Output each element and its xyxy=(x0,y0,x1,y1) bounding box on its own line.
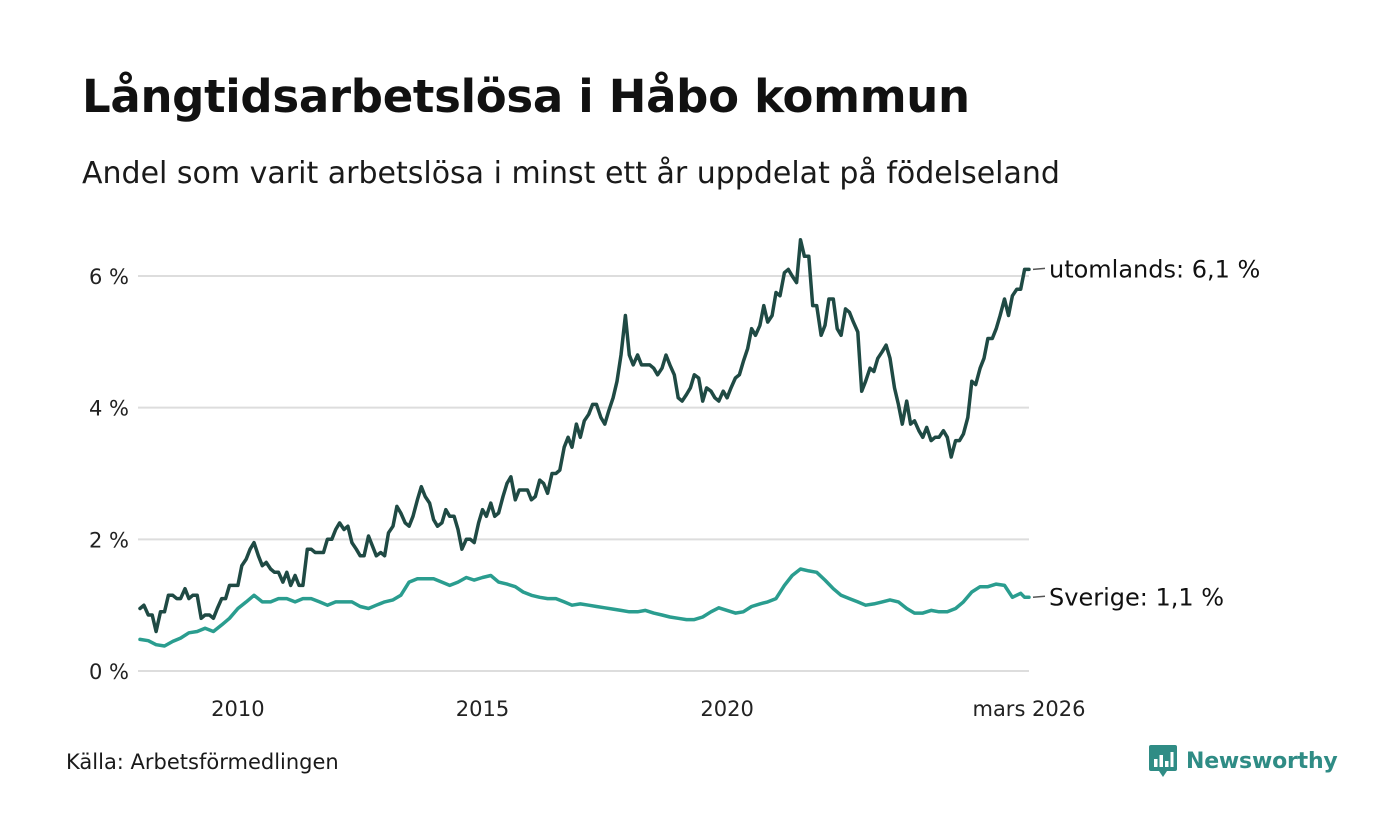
x-tick-label: 2010 xyxy=(211,697,264,721)
x-tick-label: mars 2026 xyxy=(972,697,1085,721)
brand-name: Newsworthy xyxy=(1186,748,1338,774)
x-tick-label: 2020 xyxy=(700,697,753,721)
end-label-leader-sverige xyxy=(1032,595,1046,599)
y-tick-label: 6 % xyxy=(89,265,129,289)
series-line-sverige xyxy=(138,567,1031,648)
series-line-utomlands xyxy=(138,238,1031,634)
y-tick-label: 0 % xyxy=(89,660,129,684)
chart-subtitle: Andel som varit arbetslösa i minst ett å… xyxy=(82,156,1060,191)
y-tick-label: 2 % xyxy=(89,528,129,552)
source-note: Källa: Arbetsförmedlingen xyxy=(66,750,339,774)
end-label-sverige: Sverige: 1,1 % xyxy=(1049,583,1224,611)
end-label-utomlands: utomlands: 6,1 % xyxy=(1049,255,1260,283)
chart-title: Långtidsarbetslösa i Håbo kommun xyxy=(82,70,970,123)
x-tick-label: 2015 xyxy=(456,697,509,721)
end-label-leader-utomlands xyxy=(1032,267,1046,271)
newsworthy-logo[interactable]: Newsworthy xyxy=(1148,744,1338,778)
line-chart: 0 % 2 % 4 % 6 % 2010 2015 2020 mars 2026 utomlan… xyxy=(89,238,1260,721)
newsworthy-logo-icon xyxy=(1149,745,1177,777)
y-tick-label: 4 % xyxy=(89,397,129,421)
